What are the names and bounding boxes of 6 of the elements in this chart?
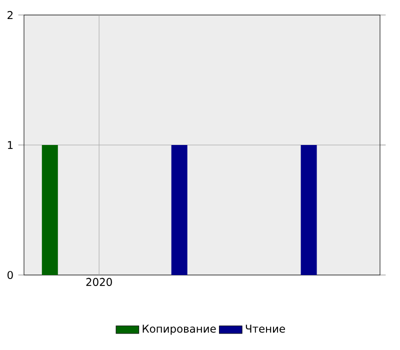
y-tick-label: 2 bbox=[8, 11, 13, 19]
y-tick-label: 0 bbox=[8, 270, 13, 280]
legend-label: Чтение bbox=[246, 324, 285, 333]
text: 2020 bbox=[86, 278, 112, 286]
y-tick-label: 1 bbox=[8, 141, 13, 149]
legend-label: Копирование bbox=[142, 324, 216, 335]
